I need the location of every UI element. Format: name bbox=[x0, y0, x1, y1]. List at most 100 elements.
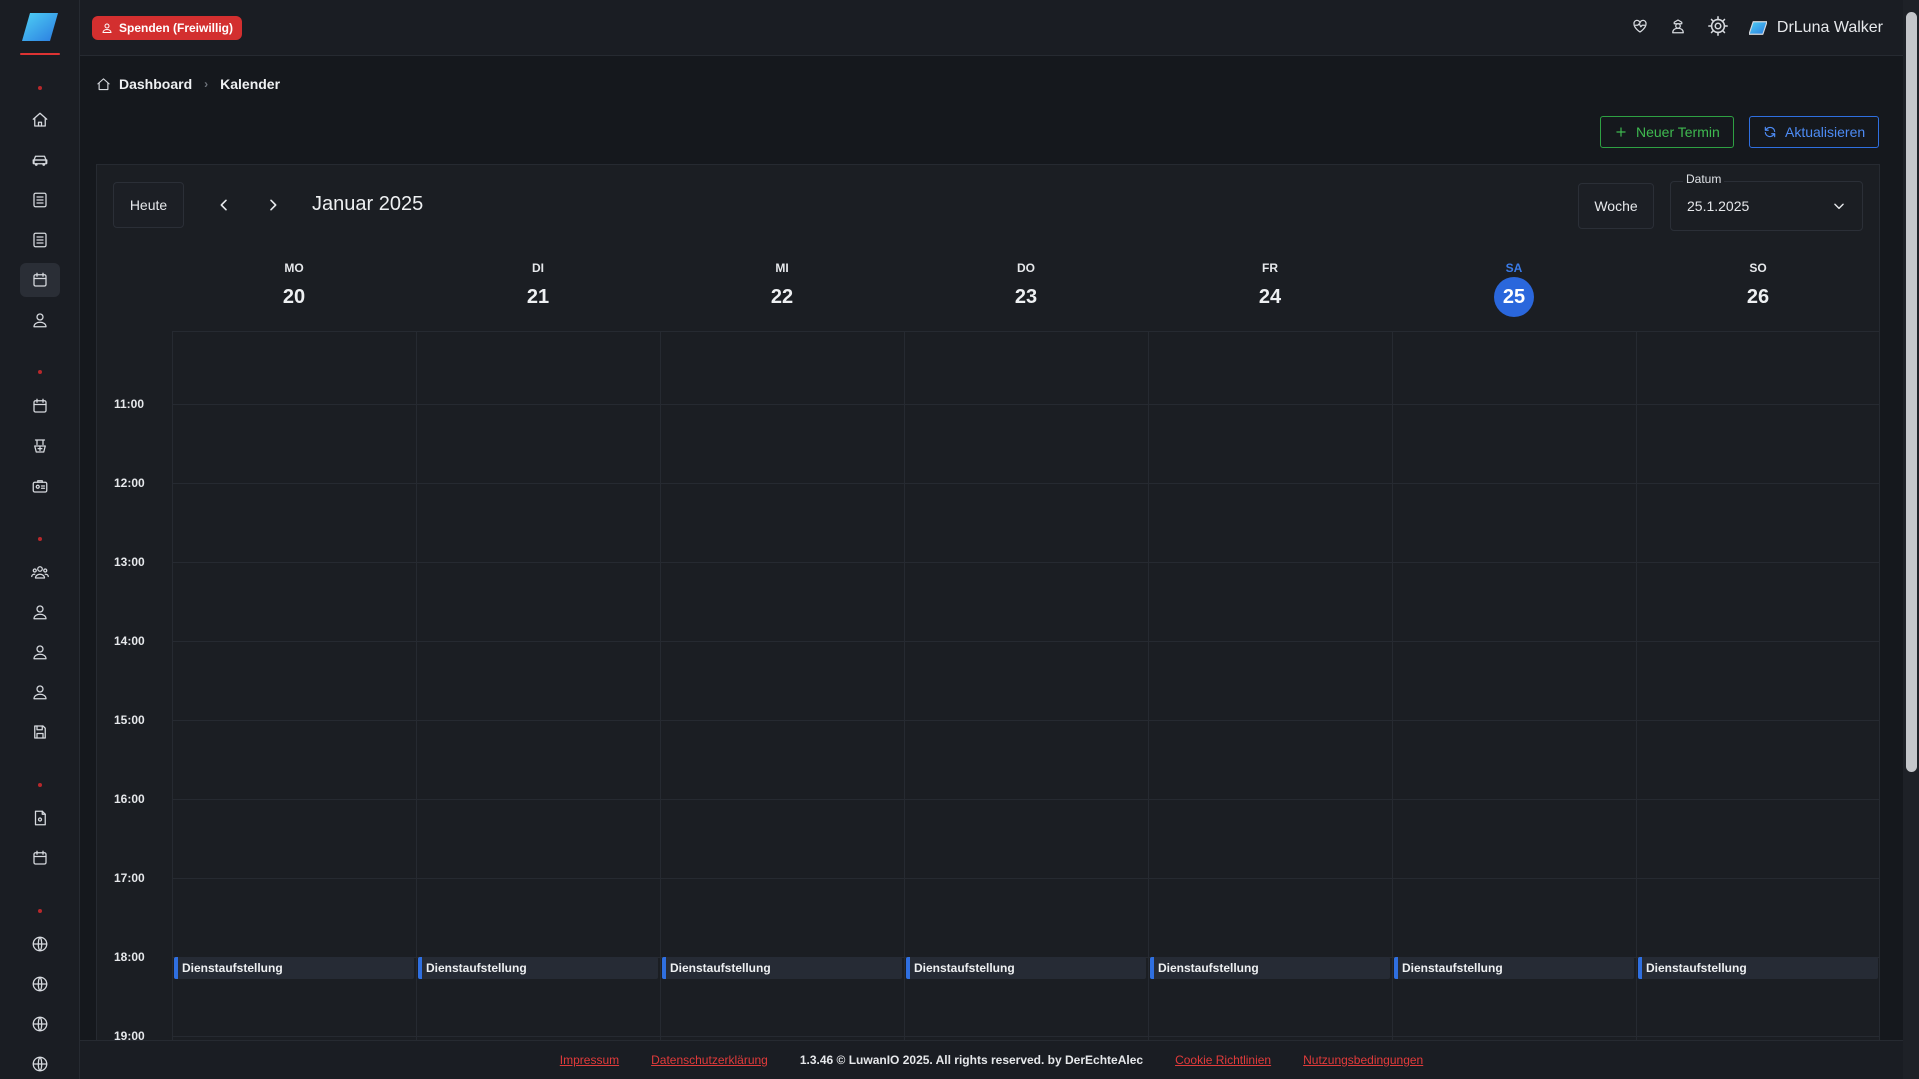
calendar-icon bbox=[33, 272, 47, 287]
sidebar-item-vehicles[interactable] bbox=[20, 143, 60, 177]
hour-label: 14:00 bbox=[114, 634, 145, 648]
hour-label: 12:00 bbox=[114, 476, 145, 490]
sidebar-item-list-1[interactable] bbox=[20, 183, 60, 217]
day-column-divider bbox=[416, 332, 417, 1043]
day-name: MO bbox=[284, 261, 304, 275]
sidebar-item-user-1[interactable] bbox=[20, 595, 60, 629]
hour-label: 16:00 bbox=[114, 792, 145, 806]
police-button[interactable] bbox=[1669, 17, 1687, 40]
globe-icon bbox=[32, 976, 48, 992]
list-icon bbox=[33, 192, 47, 208]
day-number: 24 bbox=[1258, 285, 1282, 308]
day-number: 22 bbox=[770, 285, 794, 308]
next-week-button[interactable] bbox=[261, 193, 285, 217]
hour-line bbox=[172, 799, 1879, 800]
calendar-icon bbox=[33, 850, 47, 865]
calendar-event[interactable]: Dienstaufstellung bbox=[1638, 957, 1878, 979]
day-name: SA bbox=[1505, 261, 1523, 275]
sidebar-item-group[interactable] bbox=[20, 555, 60, 589]
app-logo-icon[interactable] bbox=[22, 12, 58, 42]
page-scrollbar[interactable] bbox=[1903, 0, 1919, 1079]
sidebar bbox=[0, 0, 80, 1079]
sidebar-item-calendar[interactable] bbox=[20, 263, 60, 297]
impressum-link[interactable]: Impressum bbox=[559, 1053, 620, 1067]
breadcrumb-home[interactable]: Dashboard bbox=[119, 76, 193, 92]
time-grid[interactable]: 11:00 12:00 13:00 14:00 15:00 16:00 17:00 18:00… bbox=[97, 332, 1879, 1043]
sidebar-item-web-2[interactable] bbox=[20, 967, 60, 1001]
day-header[interactable]: SO 26 bbox=[1636, 245, 1879, 331]
date-value: 25.1.2025 bbox=[1687, 198, 1750, 214]
section-dot bbox=[38, 537, 42, 541]
refresh-button[interactable]: Aktualisieren bbox=[1749, 116, 1880, 148]
calendar-event[interactable]: Dienstaufstellung bbox=[418, 957, 658, 979]
sidebar-item-user-2[interactable] bbox=[20, 635, 60, 669]
cookie-link[interactable]: Cookie Richtlinien bbox=[1175, 1053, 1272, 1067]
day-column-divider bbox=[904, 332, 905, 1043]
day-name: DI bbox=[532, 261, 544, 275]
today-button[interactable]: Heute bbox=[113, 182, 184, 228]
sidebar-item-documents[interactable] bbox=[20, 801, 60, 835]
sidebar-item-user-3[interactable] bbox=[20, 675, 60, 709]
user-avatar-icon bbox=[1748, 21, 1767, 35]
day-header[interactable]: FR 24 bbox=[1148, 245, 1392, 331]
sidebar-item-web-4[interactable] bbox=[20, 1047, 60, 1079]
new-event-button[interactable]: Neuer Termin bbox=[1600, 116, 1734, 148]
day-number-today: 25 bbox=[1494, 277, 1534, 317]
medical-icon bbox=[34, 439, 46, 453]
day-header[interactable]: MI 22 bbox=[660, 245, 904, 331]
settings-button[interactable] bbox=[1707, 15, 1729, 42]
sidebar-item-web-1[interactable] bbox=[20, 927, 60, 961]
day-name: FR bbox=[1262, 261, 1278, 275]
calendar-event[interactable]: Dienstaufstellung bbox=[1150, 957, 1390, 979]
hour-line bbox=[172, 1036, 1879, 1037]
new-event-label: Neuer Termin bbox=[1636, 124, 1720, 140]
sidebar-item-save[interactable] bbox=[20, 715, 60, 749]
home-icon bbox=[32, 112, 48, 127]
calendar-event[interactable]: Dienstaufstellung bbox=[1394, 957, 1634, 979]
calendar-event[interactable]: Dienstaufstellung bbox=[174, 957, 414, 979]
day-header[interactable]: DO 23 bbox=[904, 245, 1148, 331]
hour-label: 18:00 bbox=[114, 950, 145, 964]
day-column-divider bbox=[660, 332, 661, 1043]
logo-underline bbox=[20, 53, 60, 55]
day-name: MI bbox=[775, 261, 789, 275]
breadcrumb: Dashboard › Kalender bbox=[96, 76, 280, 92]
day-header[interactable]: MO 20 bbox=[172, 245, 416, 331]
sidebar-item-events[interactable] bbox=[20, 841, 60, 875]
chevron-down-icon bbox=[1832, 199, 1846, 218]
calendar-title: Januar 2025 bbox=[312, 193, 424, 215]
user-name: DrLuna Walker bbox=[1776, 19, 1883, 36]
globe-icon bbox=[32, 1016, 48, 1032]
prev-week-button[interactable] bbox=[212, 193, 236, 217]
terms-link[interactable]: Nutzungsbedingungen bbox=[1303, 1053, 1424, 1067]
heart-button[interactable] bbox=[1631, 17, 1649, 40]
sidebar-item-profile[interactable] bbox=[20, 303, 60, 337]
day-number: 21 bbox=[526, 285, 550, 308]
sidebar-item-list-2[interactable] bbox=[20, 223, 60, 257]
hour-line bbox=[172, 404, 1879, 405]
sidebar-item-web-3[interactable] bbox=[20, 1007, 60, 1041]
user-menu[interactable]: DrLuna Walker bbox=[1748, 19, 1883, 37]
section-dot bbox=[38, 86, 42, 90]
donate-button[interactable]: Spenden (Freiwillig) bbox=[92, 16, 243, 40]
sidebar-item-medical[interactable] bbox=[20, 429, 60, 463]
breadcrumb-separator: › bbox=[204, 77, 209, 91]
date-select[interactable]: Datum 25.1.2025 bbox=[1670, 172, 1863, 231]
calendar-icon bbox=[33, 398, 47, 413]
chevron-left-icon bbox=[220, 199, 227, 211]
hour-line bbox=[172, 878, 1879, 879]
sidebar-item-home[interactable] bbox=[20, 103, 60, 137]
home-icon bbox=[97, 77, 110, 90]
view-week-button[interactable]: Woche bbox=[1578, 183, 1654, 229]
sidebar-item-cases[interactable] bbox=[20, 469, 60, 503]
scrollbar-thumb[interactable] bbox=[1906, 12, 1917, 772]
day-header[interactable]: DI 21 bbox=[416, 245, 660, 331]
day-header-today[interactable]: SA 25 bbox=[1392, 245, 1636, 331]
week-day-header: MO 20 DI 21 MI 22 DO 23 FR 24 SA 25 SO 26 bbox=[172, 245, 1879, 332]
calendar-event[interactable]: Dienstaufstellung bbox=[906, 957, 1146, 979]
sidebar-item-schedule[interactable] bbox=[20, 389, 60, 423]
hour-label: 11:00 bbox=[114, 397, 145, 411]
privacy-link[interactable]: Datenschutzerklärung bbox=[651, 1053, 768, 1067]
hour-label: 17:00 bbox=[114, 871, 145, 885]
calendar-event[interactable]: Dienstaufstellung bbox=[662, 957, 902, 979]
